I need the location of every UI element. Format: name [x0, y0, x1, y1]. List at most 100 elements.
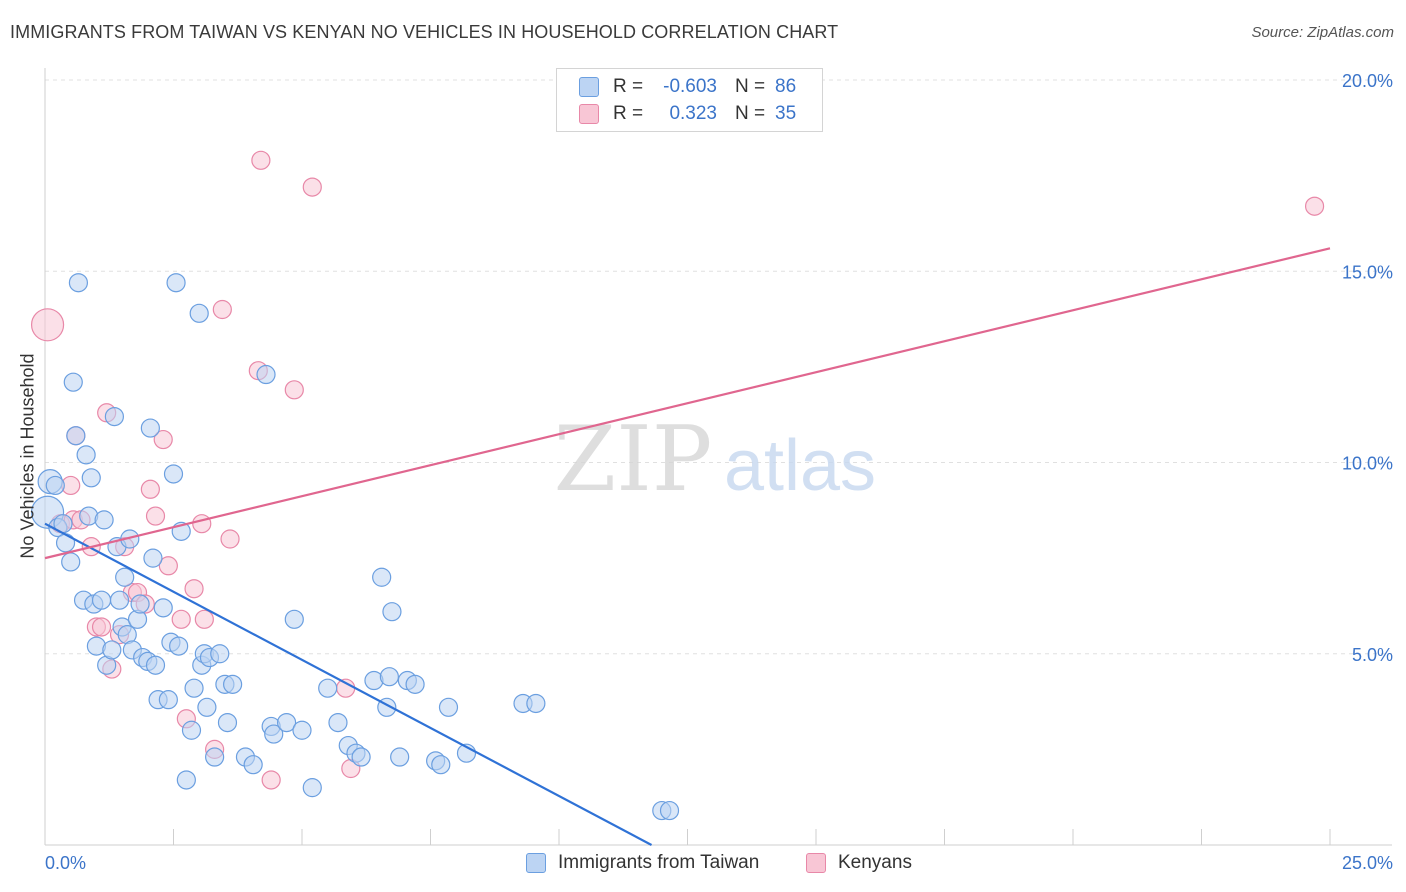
- taiwan-point: [153, 598, 173, 618]
- taiwan-point: [66, 426, 86, 446]
- taiwan-point: [205, 747, 225, 767]
- legend-r-label: R =: [613, 103, 644, 124]
- legend-n-label: N =: [735, 103, 766, 124]
- kenyan-point: [184, 579, 204, 599]
- taiwan-point: [210, 644, 230, 664]
- watermark-atlas: atlas: [724, 426, 876, 506]
- taiwan-point: [292, 720, 312, 740]
- legend-r-label: R =: [613, 76, 644, 97]
- taiwan-point: [276, 712, 297, 733]
- taiwan-point: [166, 273, 186, 293]
- data-points: [30, 150, 1325, 821]
- kenyan-point: [302, 177, 322, 197]
- taiwan-point: [382, 602, 402, 622]
- kenyan-point: [158, 556, 178, 576]
- legend-r-value: 0.323: [669, 103, 717, 124]
- taiwan-point: [61, 552, 81, 572]
- legend-n-label: N =: [735, 76, 766, 97]
- taiwan-point: [143, 548, 163, 568]
- taiwan-point: [115, 567, 135, 587]
- taiwan-point: [405, 674, 425, 694]
- taiwan-point: [104, 407, 124, 427]
- y-tick-label: 15.0%: [1342, 262, 1393, 282]
- y-tick-label: 20.0%: [1342, 71, 1393, 91]
- legend-r-value: -0.603: [663, 76, 717, 97]
- bottom-legend-taiwan: Immigrants from Taiwan: [526, 852, 759, 874]
- x-tick-label: 0.0%: [45, 853, 86, 873]
- chart-title: IMMIGRANTS FROM TAIWAN VS KENYAN NO VEHI…: [10, 22, 839, 42]
- kenyan-point: [91, 617, 112, 637]
- y-axis-label: No Vehicles in Household: [17, 353, 38, 559]
- legend-n-value: 86: [775, 76, 797, 97]
- kenyan-trend-line: [44, 247, 1331, 560]
- taiwan-point: [158, 690, 178, 710]
- taiwan-point: [130, 594, 150, 614]
- taiwan-point: [390, 747, 410, 767]
- taiwan-point: [431, 755, 451, 775]
- kenyan-point: [212, 299, 232, 320]
- taiwan-point: [68, 273, 89, 293]
- kenyan-point: [145, 506, 166, 526]
- bottom-legend-swatch-taiwan: [526, 853, 546, 873]
- taiwan-point: [102, 640, 122, 660]
- bottom-legend-kenyans: Kenyans: [806, 852, 912, 874]
- taiwan-point: [438, 697, 459, 717]
- kenyan-point: [192, 514, 212, 534]
- kenyan-point: [194, 609, 214, 629]
- legend-swatch-taiwan: [579, 77, 599, 97]
- taiwan-point: [328, 712, 348, 733]
- taiwan-point: [184, 678, 204, 698]
- tick-labels: 5.0% 10.0% 15.0% 20.0% 0.0% 25.0%: [45, 71, 1393, 873]
- legend-row-kenyans: R = 0.323 N = 35: [579, 102, 796, 126]
- taiwan-point: [264, 724, 284, 744]
- taiwan-trend-line: [44, 522, 653, 846]
- taiwan-point: [94, 510, 114, 530]
- bottom-legend-label-kenyans: Kenyans: [838, 852, 912, 873]
- taiwan-point: [81, 468, 101, 488]
- taiwan-point: [526, 693, 546, 714]
- taiwan-point: [76, 445, 96, 465]
- axes: [44, 68, 1392, 846]
- taiwan-point: [243, 755, 263, 775]
- kenyan-point: [153, 429, 173, 450]
- taiwan-point: [145, 655, 166, 675]
- kenyan-point: [1304, 196, 1325, 216]
- taiwan-point: [91, 590, 112, 610]
- taiwan-point: [189, 303, 209, 323]
- taiwan-point: [318, 678, 338, 698]
- kenyan-point: [251, 150, 271, 170]
- taiwan-point: [140, 418, 160, 438]
- legend-n-value: 35: [775, 103, 797, 124]
- y-tick-label: 10.0%: [1342, 454, 1393, 474]
- kenyan-point: [30, 308, 65, 342]
- kenyan-point: [220, 529, 240, 549]
- trend-lines: [44, 247, 1331, 846]
- taiwan-point: [197, 697, 217, 717]
- taiwan-point: [163, 464, 184, 484]
- kenyan-point: [284, 380, 304, 400]
- watermark-zip: ZIP: [554, 407, 713, 512]
- kenyan-point: [171, 609, 191, 629]
- kenyan-point: [140, 479, 160, 499]
- source-label: Source: ZipAtlas.com: [1251, 24, 1394, 41]
- taiwan-point: [181, 720, 202, 740]
- watermark: ZIP atlas: [554, 407, 876, 512]
- taiwan-point: [45, 475, 65, 496]
- grid-lines: [45, 79, 1392, 655]
- x-tick-label: 25.0%: [1342, 853, 1393, 873]
- taiwan-point: [379, 667, 399, 687]
- taiwan-point: [256, 364, 276, 385]
- taiwan-point: [302, 778, 322, 798]
- legend-row-taiwan: R = -0.603 N = 86: [579, 75, 796, 99]
- taiwan-point: [176, 770, 196, 790]
- kenyan-point: [261, 770, 281, 790]
- taiwan-point: [284, 609, 304, 629]
- correlation-legend: R = -0.603 N = 86 R = 0.323 N = 35: [556, 68, 823, 132]
- bottom-legend-label-taiwan: Immigrants from Taiwan: [558, 852, 760, 873]
- taiwan-point: [109, 590, 130, 610]
- taiwan-point: [659, 800, 680, 821]
- taiwan-point: [223, 674, 243, 694]
- taiwan-point: [55, 533, 76, 553]
- bottom-legend-swatch-kenyans: [806, 853, 826, 873]
